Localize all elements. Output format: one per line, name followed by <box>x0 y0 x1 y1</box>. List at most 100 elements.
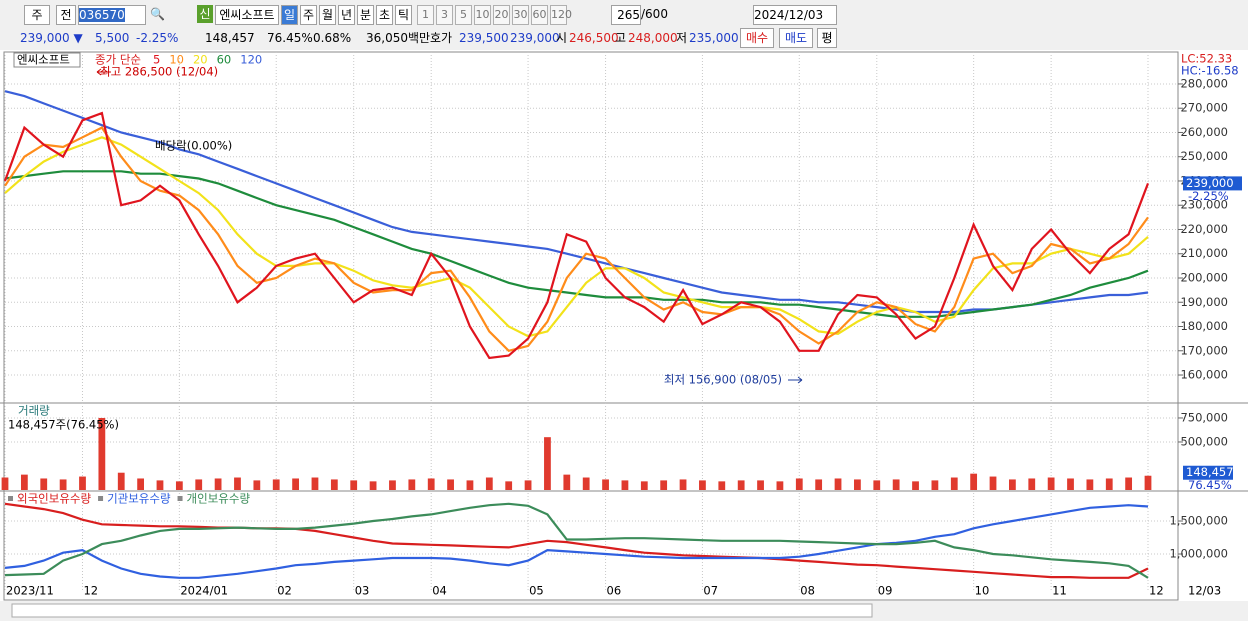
code-text: 036570 <box>79 8 125 22</box>
last-volume-box <box>1183 465 1233 480</box>
volume-bar <box>156 480 164 490</box>
search-icon[interactable]: 🔍 <box>150 7 165 21</box>
volume-bar <box>854 479 861 490</box>
count-button[interactable]: 3 <box>436 5 453 25</box>
legend-entry: 10 <box>169 53 184 67</box>
y-tick-label: 220,000 <box>1180 222 1228 236</box>
x-tick-label: 06 <box>607 584 622 598</box>
volume-bar <box>350 480 358 490</box>
y-tick-label: 500,000 <box>1180 434 1228 448</box>
y-tick-label: 180,000 <box>1180 319 1228 333</box>
stock-name: 엔씨소프트 <box>215 5 279 25</box>
volume-bar <box>1067 478 1074 490</box>
volume-bar <box>79 476 86 490</box>
interval-button[interactable]: 년 <box>338 5 355 25</box>
volume-bar <box>970 473 978 490</box>
interval-button[interactable]: 월 <box>319 5 336 25</box>
x-tick-label: 04 <box>432 584 447 598</box>
x-tick-label: 02 <box>277 584 292 598</box>
new-badge: 신 <box>197 5 213 23</box>
volume-bar <box>931 480 939 490</box>
legend-entry: 외국인보유수량 <box>17 492 91 506</box>
amount: 36,050백만 <box>366 31 431 45</box>
code-input[interactable]: 036570 <box>78 5 146 25</box>
low: 235,000 <box>689 31 739 45</box>
volume-bar <box>950 477 958 490</box>
volume-bar <box>1008 479 1016 490</box>
y-tick-label: 190,000 <box>1180 295 1228 309</box>
legend-swatch <box>177 496 183 501</box>
volume-bar <box>272 479 280 490</box>
y-tick-label: 1,500,000 <box>1169 514 1228 528</box>
count-button[interactable]: 1 <box>417 5 434 25</box>
legend-entry: 120 <box>240 53 262 67</box>
volume-bar <box>699 480 706 490</box>
volume-bar <box>330 479 338 490</box>
y-tick-label: 230,000 <box>1180 198 1228 212</box>
interval-button[interactable]: 주 <box>300 5 317 25</box>
volume-bar <box>505 481 513 490</box>
volume-bar <box>582 477 590 490</box>
shown-count[interactable]: 265 <box>611 5 641 25</box>
volume-title: 거래량 <box>18 404 50 418</box>
legend-entry: 20 <box>193 53 208 67</box>
scroll-track[interactable] <box>11 603 873 618</box>
volume-bar <box>234 477 241 490</box>
date-input[interactable]: 2024/12/03 <box>753 5 837 25</box>
volume-bar <box>1047 477 1055 490</box>
sell-button[interactable]: 매도 <box>779 28 813 48</box>
interval-button[interactable]: 일 <box>281 5 298 25</box>
x-tick-label: 05 <box>529 584 544 598</box>
legend-swatch <box>98 496 104 501</box>
y-tick-label: 280,000 <box>1180 76 1228 90</box>
series-line <box>4 504 1149 579</box>
lc: LC:52.33 <box>1181 52 1232 66</box>
buy-button[interactable]: 매수 <box>740 28 774 48</box>
series-line <box>4 502 1149 579</box>
name-box <box>13 52 81 68</box>
volume-bar <box>602 479 609 490</box>
x-tick-label: 07 <box>703 584 718 598</box>
avg-button[interactable]: 평 <box>817 28 837 48</box>
range-select[interactable]: 전 <box>56 5 76 25</box>
y-tick-label: 750,000 <box>1180 410 1228 424</box>
x-tick-label: 12 <box>1149 584 1164 598</box>
volume-bar <box>718 481 726 490</box>
volume-bar <box>795 478 803 490</box>
rate: -2.25% <box>136 31 179 45</box>
count-button[interactable]: 10 <box>474 5 491 25</box>
interval-button[interactable]: 틱 <box>395 5 412 25</box>
volume-bar <box>757 480 764 490</box>
volume-bar <box>389 480 396 490</box>
volume-bar <box>544 437 551 490</box>
high-annotation: 최고 286,500 (12/04) <box>100 65 218 79</box>
last-volume: 148,457 <box>1186 465 1234 479</box>
series-line <box>3 111 1150 360</box>
interval-button[interactable]: 분 <box>357 5 374 25</box>
legend-entry: 개인보유수량 <box>187 492 251 506</box>
count-button[interactable]: 5 <box>455 5 472 25</box>
count-button[interactable]: 20 <box>493 5 510 25</box>
y-tick-label: 250,000 <box>1180 149 1228 163</box>
interval-button[interactable]: 초 <box>376 5 393 25</box>
volume-bar <box>40 478 48 490</box>
ask: 239,500 <box>459 31 509 45</box>
volume-summary: 148,457주(76.45%) <box>8 418 119 432</box>
x-tick-label: 08 <box>800 584 815 598</box>
volume-bar <box>640 481 648 490</box>
count-button[interactable]: 120 <box>550 5 572 25</box>
turnover: 0.68% <box>313 31 352 45</box>
price: 239,000 ▼ <box>20 31 83 45</box>
volume-bar <box>253 480 261 490</box>
period-select[interactable]: 주 <box>24 5 50 25</box>
dividend-annotation: 배당락(0.00%) <box>155 139 232 153</box>
volume-bar <box>1125 477 1133 490</box>
volume-bar <box>892 479 900 490</box>
x-tick-label: 11 <box>1052 584 1067 598</box>
count-button[interactable]: 30 <box>512 5 529 25</box>
y-tick-label: 210,000 <box>1180 246 1228 260</box>
legend-entry: 5 <box>153 53 160 67</box>
series-line <box>4 136 1149 338</box>
count-button[interactable]: 60 <box>531 5 548 25</box>
